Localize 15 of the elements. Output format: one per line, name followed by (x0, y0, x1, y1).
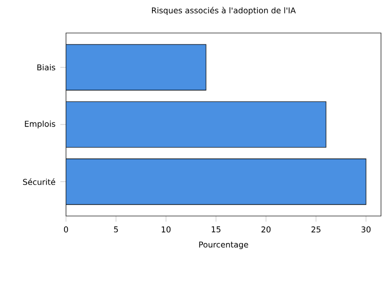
x-tick-label: 15 (212, 226, 220, 232)
bar (66, 158, 366, 205)
x-tick-label: 10 (162, 226, 171, 232)
y-tick-label: Emplois (24, 120, 56, 128)
y-tick-label: Sécurité (23, 178, 56, 185)
x-tick-label: 0 (64, 226, 68, 232)
x-tick-label: 20 (262, 226, 271, 232)
x-tick-label: 25 (312, 226, 320, 232)
x-axis-title: Pourcentage (199, 242, 248, 250)
x-tick-label: 30 (362, 226, 371, 232)
chart-title: Risques associés à l'adoption de l'IA (152, 6, 296, 15)
bar (66, 44, 206, 90)
y-tick-label: Biais (37, 64, 56, 70)
bar (66, 101, 326, 148)
x-tick-label: 5 (114, 226, 118, 232)
